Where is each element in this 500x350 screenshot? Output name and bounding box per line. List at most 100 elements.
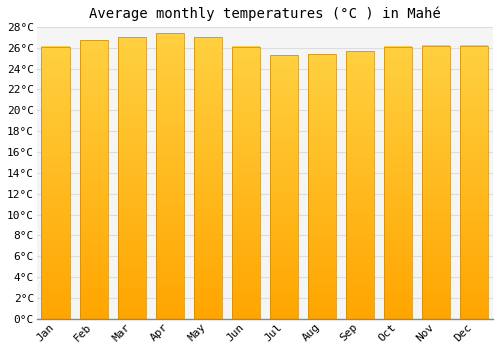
Bar xyxy=(42,226,70,229)
Bar xyxy=(42,196,70,199)
Bar xyxy=(308,216,336,218)
Bar xyxy=(42,202,70,204)
Bar xyxy=(346,155,374,158)
Bar xyxy=(384,251,412,253)
Bar xyxy=(384,215,412,218)
Bar xyxy=(460,310,488,313)
Bar xyxy=(460,136,488,139)
Bar xyxy=(346,179,374,182)
Bar xyxy=(384,270,412,273)
Bar xyxy=(232,82,260,85)
Bar xyxy=(42,147,70,150)
Bar xyxy=(118,133,146,136)
Bar xyxy=(460,144,488,147)
Bar xyxy=(384,63,412,66)
Bar xyxy=(270,86,298,89)
Bar xyxy=(118,54,146,57)
Bar xyxy=(346,88,374,91)
Bar xyxy=(232,210,260,213)
Bar xyxy=(384,57,412,60)
Bar xyxy=(384,259,412,262)
Bar xyxy=(460,297,488,300)
Bar xyxy=(156,273,184,276)
Bar xyxy=(80,174,108,177)
Bar xyxy=(118,99,146,102)
Bar xyxy=(156,110,184,113)
Bar xyxy=(270,60,298,63)
Bar xyxy=(308,141,336,144)
Bar xyxy=(270,153,298,155)
Bar xyxy=(384,212,412,215)
Bar xyxy=(346,268,374,271)
Bar xyxy=(156,282,184,285)
Bar xyxy=(232,57,260,60)
Bar xyxy=(346,284,374,287)
Bar xyxy=(384,163,412,166)
Bar xyxy=(346,53,374,56)
Bar xyxy=(156,193,184,196)
Bar xyxy=(194,231,222,235)
Bar xyxy=(156,42,184,44)
Bar xyxy=(270,279,298,282)
Bar xyxy=(308,287,336,290)
Bar xyxy=(346,104,374,107)
Bar xyxy=(270,184,298,187)
Bar xyxy=(346,211,374,214)
Bar xyxy=(118,293,146,296)
Bar xyxy=(270,139,298,142)
Bar xyxy=(308,147,336,149)
Bar xyxy=(232,313,260,316)
Bar xyxy=(308,125,336,128)
Bar xyxy=(270,113,298,116)
Bar xyxy=(384,93,412,96)
Bar xyxy=(460,106,488,108)
Bar xyxy=(384,153,412,155)
Bar xyxy=(346,59,374,62)
Bar xyxy=(460,67,488,70)
Bar xyxy=(346,214,374,217)
Bar xyxy=(232,240,260,243)
Bar xyxy=(384,281,412,284)
Bar xyxy=(346,118,374,120)
Bar xyxy=(156,167,184,170)
Bar xyxy=(80,40,108,43)
Bar xyxy=(80,177,108,180)
Bar xyxy=(118,93,146,96)
Bar xyxy=(270,182,298,184)
Bar xyxy=(156,316,184,319)
Bar xyxy=(270,213,298,216)
Bar xyxy=(156,173,184,176)
Bar xyxy=(118,181,146,184)
Bar xyxy=(384,199,412,202)
Bar xyxy=(270,147,298,150)
Bar xyxy=(232,196,260,199)
Bar xyxy=(270,129,298,132)
Bar xyxy=(156,136,184,139)
Bar xyxy=(232,106,260,109)
Bar xyxy=(346,91,374,94)
Bar xyxy=(156,33,184,36)
Bar xyxy=(270,218,298,221)
Bar xyxy=(384,139,412,142)
Bar xyxy=(422,248,450,251)
Bar xyxy=(460,270,488,272)
Bar xyxy=(118,215,146,217)
Bar xyxy=(232,245,260,248)
Bar xyxy=(156,290,184,293)
Bar xyxy=(42,161,70,164)
Bar xyxy=(80,138,108,141)
Bar xyxy=(422,212,450,215)
Bar xyxy=(460,127,488,130)
Bar xyxy=(384,194,412,196)
Bar xyxy=(194,175,222,178)
Bar xyxy=(194,215,222,217)
Bar xyxy=(384,204,412,207)
Bar xyxy=(194,299,222,302)
Bar xyxy=(308,279,336,282)
Bar xyxy=(422,220,450,223)
Bar xyxy=(42,221,70,224)
Bar xyxy=(42,308,70,311)
Bar xyxy=(80,218,108,222)
Bar xyxy=(346,72,374,75)
Bar xyxy=(346,99,374,102)
